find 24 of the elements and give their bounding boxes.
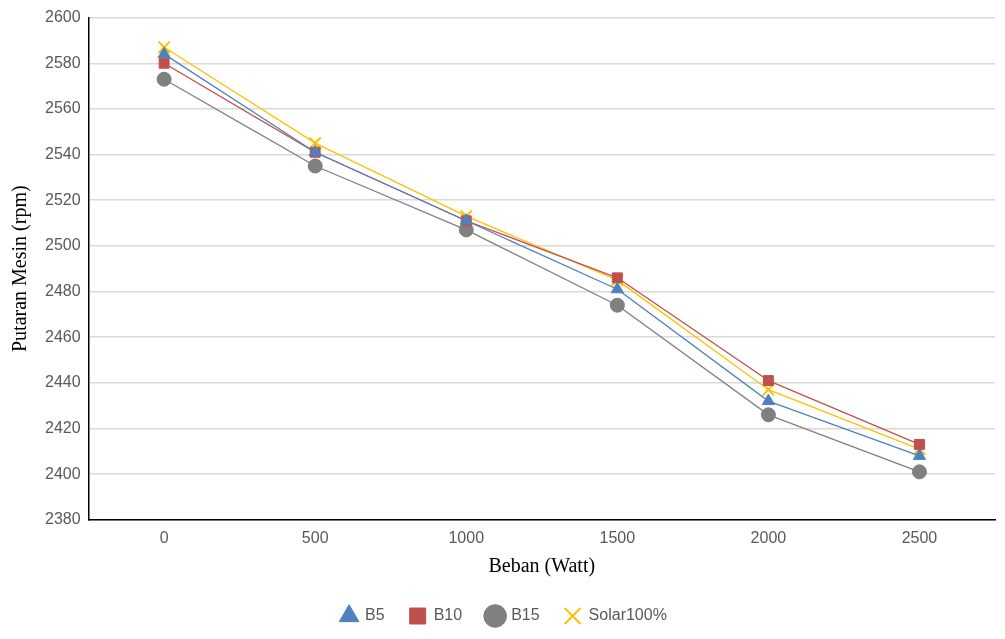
y-tick-label: 2420 [45,418,81,436]
x-tick-label: 1500 [599,528,636,546]
y-axis-title: Putaran Mesin (rpm) [8,185,32,353]
y-tick-label: 2380 [45,510,81,528]
y-tick-label: 2600 [45,8,81,26]
x-tick-label: 2000 [750,528,787,546]
y-tick-label: 2480 [45,281,81,299]
y-tick-label: 2560 [45,99,81,117]
y-tick-label: 2540 [45,144,81,162]
y-tick-label: 2500 [45,236,81,254]
y-tick-label: 2580 [45,53,81,71]
x-axis-title: Beban (Watt) [488,554,596,578]
legend-label: B10 [433,606,463,624]
legend-label: B5 [365,606,385,624]
y-tick-label: 2460 [45,327,81,345]
x-tick-label: 2500 [901,528,938,546]
y-tick-label: 2440 [45,373,81,391]
x-tick-label: 0 [159,528,169,546]
x-tick-label: 500 [301,528,329,546]
y-tick-label: 2520 [45,190,81,208]
legend-label: B15 [511,606,540,624]
x-tick-label: 1000 [448,528,485,546]
legend-label: Solar100% [588,606,667,624]
y-tick-label: 2400 [45,464,81,482]
